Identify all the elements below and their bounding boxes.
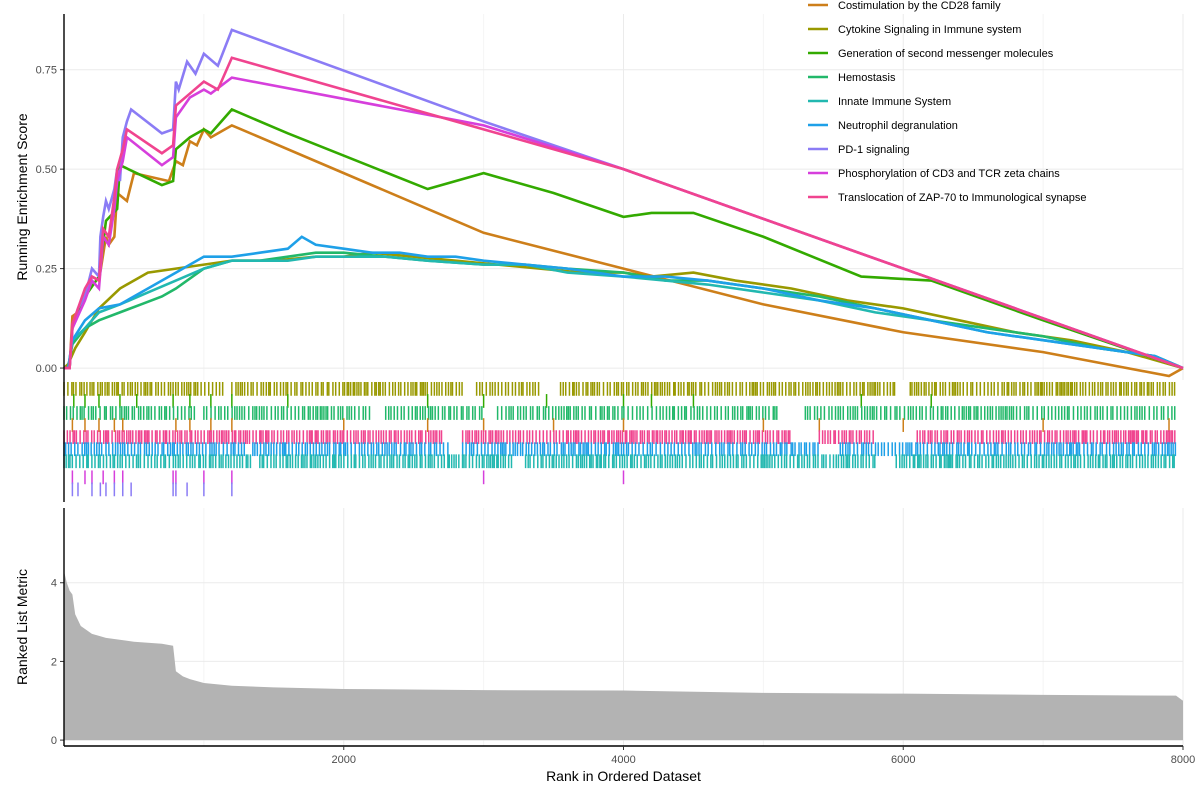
- x-tick-label: 8000: [1171, 754, 1195, 766]
- legend-label: Generation of second messenger molecules: [838, 48, 1054, 60]
- y-tick-label: 4: [51, 578, 57, 590]
- y-axis-title-ranked-metric: Ranked List Metric: [14, 569, 30, 685]
- y-tick-label: 0.50: [36, 164, 57, 176]
- series-line: [64, 56, 1184, 370]
- series-line: [64, 76, 1184, 370]
- y-axis-title-running-score: Running Enrichment Score: [14, 113, 30, 281]
- legend-label: Innate Immune System: [838, 96, 951, 108]
- series-line: [64, 28, 1184, 370]
- legend-label: Cytokine Signaling in Immune system: [838, 24, 1021, 36]
- legend-label: Costimulation by the CD28 family: [838, 0, 1001, 12]
- y-tick-label: 0.75: [36, 65, 57, 77]
- x-axis-title: Rank in Ordered Dataset: [546, 768, 701, 784]
- legend-label: Translocation of ZAP-70 to Immunological…: [838, 192, 1086, 204]
- running-enrichment-panel: 0.00 0.25 0.50 0.75: [36, 14, 1184, 380]
- y-tick-label: 2: [51, 656, 57, 668]
- x-tick-label: 2000: [332, 754, 356, 766]
- legend-label: PD-1 signaling: [838, 144, 910, 156]
- y-tick-label: 0.00: [36, 363, 57, 375]
- series-line: [64, 235, 1184, 370]
- gene-hit-rug-panel: [63, 380, 1177, 502]
- legend-label: Phosphorylation of CD3 and TCR zeta chai…: [838, 168, 1060, 180]
- series-line: [63, 251, 1184, 370]
- ranked-metric-area: [64, 570, 1183, 741]
- y-tick-label: 0.25: [36, 264, 57, 276]
- legend-label: Neutrophil degranulation: [838, 120, 958, 132]
- y-tick-label: 0: [51, 735, 57, 747]
- ranked-metric-panel: 0 2 4 2000 4000 6000 8000: [51, 508, 1195, 766]
- x-tick-label: 4000: [611, 754, 635, 766]
- legend-label: Hemostasis: [838, 72, 896, 84]
- legend: Costimulation by the CD28 family Cytokine…: [808, 0, 1086, 204]
- x-tick-label: 6000: [891, 754, 915, 766]
